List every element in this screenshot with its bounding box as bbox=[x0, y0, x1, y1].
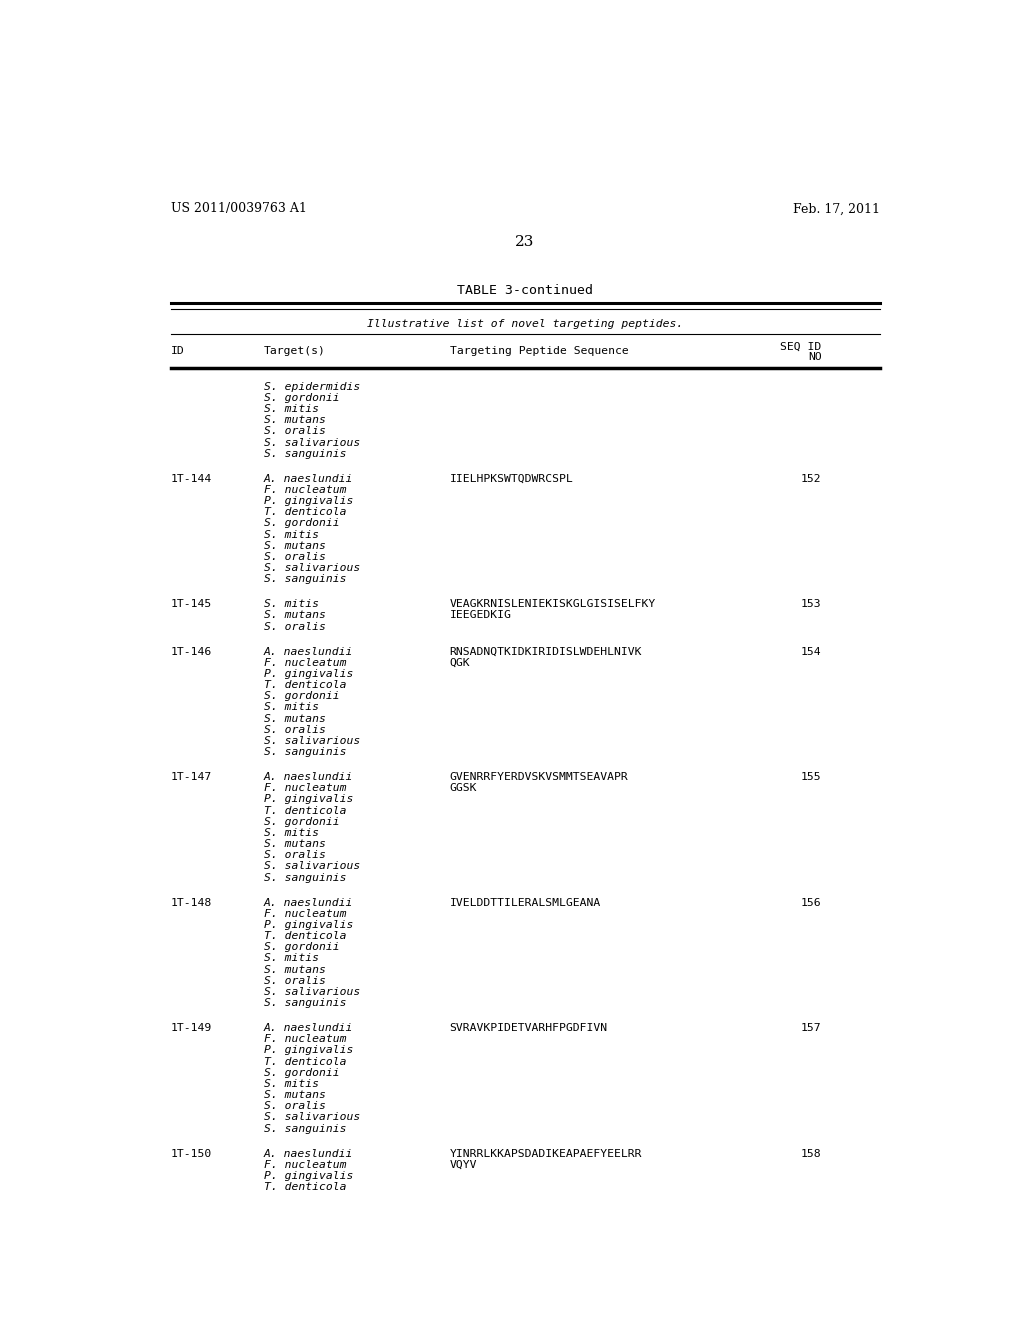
Text: 156: 156 bbox=[801, 898, 821, 908]
Text: 155: 155 bbox=[801, 772, 821, 781]
Text: NO: NO bbox=[808, 352, 821, 363]
Text: S. mitis: S. mitis bbox=[263, 828, 318, 838]
Text: T. denticola: T. denticola bbox=[263, 680, 346, 690]
Text: VEAGKRNISLENIEKISKGLGISISELFKY: VEAGKRNISLENIEKISKGLGISISELFKY bbox=[450, 599, 656, 610]
Text: TABLE 3-continued: TABLE 3-continued bbox=[457, 284, 593, 297]
Text: S. mutans: S. mutans bbox=[263, 416, 326, 425]
Text: F. nucleatum: F. nucleatum bbox=[263, 1035, 346, 1044]
Text: S. oralis: S. oralis bbox=[263, 725, 326, 735]
Text: S. salivarious: S. salivarious bbox=[263, 862, 359, 871]
Text: P. gingivalis: P. gingivalis bbox=[263, 795, 353, 804]
Text: S. mitis: S. mitis bbox=[263, 529, 318, 540]
Text: S. sanguinis: S. sanguinis bbox=[263, 449, 346, 458]
Text: S. epidermidis: S. epidermidis bbox=[263, 381, 359, 392]
Text: T. denticola: T. denticola bbox=[263, 1183, 346, 1192]
Text: P. gingivalis: P. gingivalis bbox=[263, 1171, 353, 1181]
Text: 152: 152 bbox=[801, 474, 821, 483]
Text: S. mutans: S. mutans bbox=[263, 541, 326, 550]
Text: T. denticola: T. denticola bbox=[263, 931, 346, 941]
Text: F. nucleatum: F. nucleatum bbox=[263, 908, 346, 919]
Text: S. sanguinis: S. sanguinis bbox=[263, 998, 346, 1008]
Text: GVENRRFYERDVSKVSMMTSEAVAPR: GVENRRFYERDVSKVSMMTSEAVAPR bbox=[450, 772, 629, 781]
Text: F. nucleatum: F. nucleatum bbox=[263, 657, 346, 668]
Text: S. oralis: S. oralis bbox=[263, 975, 326, 986]
Text: S. mutans: S. mutans bbox=[263, 1090, 326, 1100]
Text: S. oralis: S. oralis bbox=[263, 622, 326, 631]
Text: T. denticola: T. denticola bbox=[263, 1056, 346, 1067]
Text: Targeting Peptide Sequence: Targeting Peptide Sequence bbox=[450, 346, 629, 355]
Text: S. salivarious: S. salivarious bbox=[263, 1113, 359, 1122]
Text: 1T-148: 1T-148 bbox=[171, 898, 212, 908]
Text: A. naeslundii: A. naeslundii bbox=[263, 1023, 353, 1034]
Text: S. salivarious: S. salivarious bbox=[263, 564, 359, 573]
Text: S. oralis: S. oralis bbox=[263, 426, 326, 437]
Text: S. mitis: S. mitis bbox=[263, 599, 318, 610]
Text: S. mitis: S. mitis bbox=[263, 1078, 318, 1089]
Text: 1T-144: 1T-144 bbox=[171, 474, 212, 483]
Text: 158: 158 bbox=[801, 1148, 821, 1159]
Text: S. mutans: S. mutans bbox=[263, 714, 326, 723]
Text: T. denticola: T. denticola bbox=[263, 805, 346, 816]
Text: P. gingivalis: P. gingivalis bbox=[263, 669, 353, 678]
Text: F. nucleatum: F. nucleatum bbox=[263, 484, 346, 495]
Text: 23: 23 bbox=[515, 235, 535, 249]
Text: S. oralis: S. oralis bbox=[263, 1101, 326, 1111]
Text: 154: 154 bbox=[801, 647, 821, 656]
Text: S. sanguinis: S. sanguinis bbox=[263, 873, 346, 883]
Text: P. gingivalis: P. gingivalis bbox=[263, 496, 353, 506]
Text: 1T-145: 1T-145 bbox=[171, 599, 212, 610]
Text: S. oralis: S. oralis bbox=[263, 850, 326, 861]
Text: A. naeslundii: A. naeslundii bbox=[263, 1148, 353, 1159]
Text: P. gingivalis: P. gingivalis bbox=[263, 920, 353, 929]
Text: S. gordonii: S. gordonii bbox=[263, 393, 339, 403]
Text: 1T-146: 1T-146 bbox=[171, 647, 212, 656]
Text: RNSADNQTKIDKIRIDISLWDEHLNIVK: RNSADNQTKIDKIRIDISLWDEHLNIVK bbox=[450, 647, 642, 656]
Text: US 2011/0039763 A1: US 2011/0039763 A1 bbox=[171, 202, 306, 215]
Text: S. salivarious: S. salivarious bbox=[263, 437, 359, 447]
Text: S. mitis: S. mitis bbox=[263, 702, 318, 713]
Text: A. naeslundii: A. naeslundii bbox=[263, 898, 353, 908]
Text: 1T-147: 1T-147 bbox=[171, 772, 212, 781]
Text: Target(s): Target(s) bbox=[263, 346, 326, 355]
Text: S. oralis: S. oralis bbox=[263, 552, 326, 562]
Text: S. sanguinis: S. sanguinis bbox=[263, 747, 346, 758]
Text: IEEGEDKIG: IEEGEDKIG bbox=[450, 610, 512, 620]
Text: VQYV: VQYV bbox=[450, 1160, 477, 1170]
Text: Feb. 17, 2011: Feb. 17, 2011 bbox=[793, 202, 880, 215]
Text: A. naeslundii: A. naeslundii bbox=[263, 772, 353, 781]
Text: GGSK: GGSK bbox=[450, 783, 477, 793]
Text: P. gingivalis: P. gingivalis bbox=[263, 1045, 353, 1056]
Text: S. mitis: S. mitis bbox=[263, 953, 318, 964]
Text: S. mutans: S. mutans bbox=[263, 965, 326, 974]
Text: F. nucleatum: F. nucleatum bbox=[263, 783, 346, 793]
Text: 153: 153 bbox=[801, 599, 821, 610]
Text: 157: 157 bbox=[801, 1023, 821, 1034]
Text: S. salivarious: S. salivarious bbox=[263, 987, 359, 997]
Text: A. naeslundii: A. naeslundii bbox=[263, 647, 353, 656]
Text: S. sanguinis: S. sanguinis bbox=[263, 1123, 346, 1134]
Text: SVRAVKPIDETVARHFPGDFIVN: SVRAVKPIDETVARHFPGDFIVN bbox=[450, 1023, 608, 1034]
Text: S. gordonii: S. gordonii bbox=[263, 817, 339, 826]
Text: T. denticola: T. denticola bbox=[263, 507, 346, 517]
Text: SEQ ID: SEQ ID bbox=[780, 342, 821, 351]
Text: Illustrative list of novel targeting peptides.: Illustrative list of novel targeting pep… bbox=[367, 318, 683, 329]
Text: S. gordonii: S. gordonii bbox=[263, 1068, 339, 1077]
Text: 1T-149: 1T-149 bbox=[171, 1023, 212, 1034]
Text: S. mutans: S. mutans bbox=[263, 610, 326, 620]
Text: F. nucleatum: F. nucleatum bbox=[263, 1160, 346, 1170]
Text: IVELDDTTILERALSMLGEANA: IVELDDTTILERALSMLGEANA bbox=[450, 898, 601, 908]
Text: YINRRLKKAPSDADIKEAPAEFYEELRR: YINRRLKKAPSDADIKEAPAEFYEELRR bbox=[450, 1148, 642, 1159]
Text: ID: ID bbox=[171, 346, 184, 355]
Text: 1T-150: 1T-150 bbox=[171, 1148, 212, 1159]
Text: S. gordonii: S. gordonii bbox=[263, 942, 339, 952]
Text: QGK: QGK bbox=[450, 657, 470, 668]
Text: S. gordonii: S. gordonii bbox=[263, 519, 339, 528]
Text: S. mitis: S. mitis bbox=[263, 404, 318, 414]
Text: S. salivarious: S. salivarious bbox=[263, 737, 359, 746]
Text: S. sanguinis: S. sanguinis bbox=[263, 574, 346, 585]
Text: A. naeslundii: A. naeslundii bbox=[263, 474, 353, 483]
Text: S. gordonii: S. gordonii bbox=[263, 692, 339, 701]
Text: IIELHPKSWTQDWRCSPL: IIELHPKSWTQDWRCSPL bbox=[450, 474, 573, 483]
Text: S. mutans: S. mutans bbox=[263, 840, 326, 849]
